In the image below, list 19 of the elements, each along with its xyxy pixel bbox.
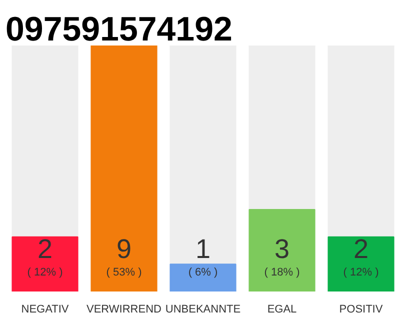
annotation: ( 53% ) [106, 266, 142, 278]
x-tick-label: EGAL [267, 304, 297, 316]
data-label: 2 [37, 234, 53, 264]
x-tick-label: POSITIV [339, 304, 384, 316]
annotation: ( 12% ) [343, 266, 379, 278]
chart-title: 097591574192 [6, 10, 232, 48]
x-tick-label: UNBEKANNTE [165, 304, 241, 316]
bar [12, 236, 78, 292]
data-label: 2 [353, 234, 369, 264]
bar [328, 236, 394, 292]
data-label: 3 [274, 234, 290, 264]
annotation: ( 12% ) [27, 266, 63, 278]
data-label: 9 [116, 234, 132, 264]
data-label: 1 [195, 234, 211, 264]
x-tick-label: VERWIRREND [86, 304, 162, 316]
x-tick-label: NEGATIV [21, 304, 70, 316]
annotation: ( 18% ) [264, 266, 300, 278]
bar [170, 264, 236, 292]
annotation: ( 6% ) [188, 266, 218, 278]
